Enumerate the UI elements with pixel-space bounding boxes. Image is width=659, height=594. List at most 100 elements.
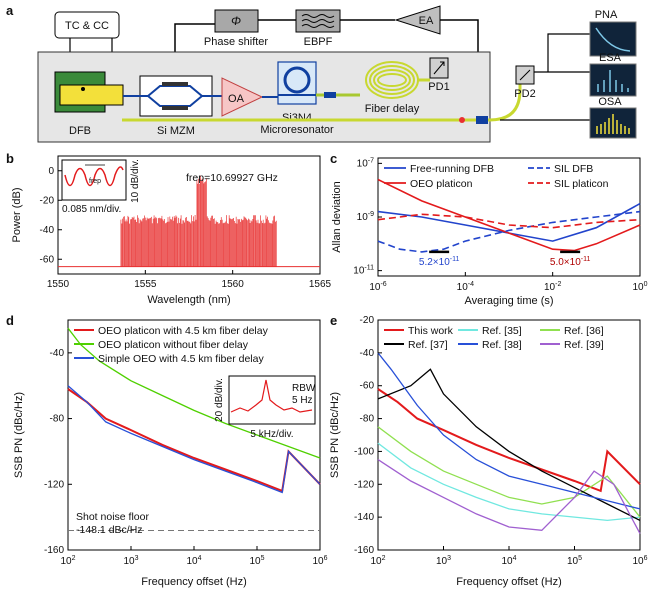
d-inset-rbw-1: RBW [292, 383, 316, 394]
b-xlabel: Wavelength (nm) [147, 294, 230, 306]
e-xtick-label: 106 [632, 555, 647, 567]
b-ytick-label: 0 [48, 166, 54, 177]
panel-label-c: c [330, 151, 337, 166]
panel-e: e 102 103 104 105 106-20-40-60-80-100-120-14… [329, 313, 648, 588]
ea-label: EA [419, 15, 434, 27]
c-xtick-label: 10-4 [457, 281, 474, 293]
d-floor-label-2: -148.1 dBc/Hz [76, 524, 143, 536]
splitter-point [459, 117, 465, 123]
c-marker-label: 5.0×10-11 [550, 256, 591, 268]
esa-label: ESA [599, 52, 622, 64]
d-xlabel: Frequency offset (Hz) [141, 576, 247, 588]
panel-d: d 102 103 104 105 106 -40 -80 -120 -160 Shot noi… [6, 313, 328, 588]
c-ytick-label: 10-9 [357, 211, 374, 223]
c-markers: 5.2×10-11 5.0×10-11 [419, 252, 591, 268]
d-inset-xlabel: 5 kHz/div. [250, 429, 293, 440]
pna-label: PNA [595, 9, 618, 21]
e-legend-label: This work [408, 325, 454, 337]
figure: a TC & CC Φ Phase shifter EBPF EA DFB [0, 0, 659, 594]
d-xtick-label: 102 [60, 555, 75, 567]
c-xtick-label: 10-2 [544, 281, 561, 293]
e-ytick-label: -160 [354, 545, 374, 556]
b-ylabel: Power (dB) [11, 187, 23, 242]
c-xlabel: Averaging time (s) [464, 295, 553, 307]
oa-label: OA [228, 93, 245, 105]
d-inset-ylabel: 20 dB/div. [214, 378, 225, 422]
c-marker-label: 5.2×10-11 [419, 256, 460, 268]
dfb-bond-point [81, 87, 85, 91]
c-legend: Free-running DFB OEO platicon SIL DFB SIL p… [384, 163, 609, 190]
e-ytick-label: -140 [354, 512, 374, 523]
e-xtick-label: 105 [567, 555, 582, 567]
b-inset-marker: frep [89, 178, 101, 185]
b-xtick-label: 1550 [47, 279, 70, 290]
e-xtick-label: 103 [436, 555, 451, 567]
phase-shifter-symbol: Φ [231, 14, 241, 28]
fiber-connector [324, 92, 336, 98]
output-connector [476, 116, 488, 124]
e-ytick-label: -20 [360, 315, 375, 326]
e-xtick-label: 104 [501, 555, 516, 567]
c-ylabel: Allan deviation [331, 181, 343, 253]
e-legend-label: Ref. [35] [482, 325, 522, 337]
d-xtick-label: 106 [312, 555, 327, 567]
panel-b: b 1550 1555 1560 1565 0 -20 -40 -60 Wavelength … [6, 151, 332, 306]
b-ytick-label: -40 [40, 225, 55, 236]
e-axes: 102 103 104 105 106 -20 -40 -60 -80 -100 -120 -140 -… [354, 315, 648, 567]
d-xtick-label: 103 [123, 555, 138, 567]
d-legend-label: OEO platicon without fiber delay [98, 339, 249, 351]
phase-shifter-label: Phase shifter [204, 36, 269, 48]
b-inset-xlabel: 0.085 nm/div. [62, 204, 121, 215]
panel-a: a TC & CC Φ Phase shifter EBPF EA DFB [6, 3, 636, 142]
esa-screen [590, 64, 636, 96]
dfb-label: DFB [69, 125, 91, 137]
c-legend-label: Free-running DFB [410, 163, 494, 175]
pd1-label: PD1 [428, 81, 449, 93]
d-legend: OEO platicon with 4.5 km fiber delay OEO … [74, 325, 269, 365]
instrument-wires [500, 34, 590, 120]
e-legend-label: Ref. [37] [408, 339, 448, 351]
e-series-2 [378, 427, 640, 517]
e-series [378, 353, 640, 534]
b-xtick-label: 1565 [309, 279, 332, 290]
c-xtick-label: 100 [632, 281, 647, 293]
e-legend: This work Ref. [35] Ref. [36] Ref. [37] Ref.… [384, 325, 604, 351]
d-xtick-label: 105 [249, 555, 264, 567]
panel-label-d: d [6, 313, 14, 328]
panel-label-b: b [6, 151, 14, 166]
d-inset-rbw-2: 5 Hz [292, 395, 313, 406]
e-ytick-label: -120 [354, 479, 374, 490]
c-series-2 [378, 212, 640, 252]
e-ytick-label: -100 [354, 446, 374, 457]
b-ytick-label: -60 [40, 254, 55, 265]
dfb-chip [60, 85, 123, 105]
d-xtick-label: 104 [186, 555, 201, 567]
e-ytick-label: -40 [360, 348, 375, 359]
d-ytick-label: -120 [44, 479, 64, 490]
d-ytick-label: -40 [50, 348, 65, 359]
ebpf-label: EBPF [304, 36, 333, 48]
e-ytick-label: -80 [360, 414, 375, 425]
d-legend-label: Simple OEO with 4.5 km fiber delay [98, 353, 264, 365]
c-legend-label: SIL platicon [554, 178, 609, 190]
e-legend-label: Ref. [39] [564, 339, 604, 351]
d-ylabel: SSB PN (dBc/Hz) [13, 392, 25, 478]
b-xtick-label: 1555 [134, 279, 157, 290]
fiber-delay-label: Fiber delay [365, 103, 420, 115]
d-ytick-label: -160 [44, 545, 64, 556]
e-ytick-label: -60 [360, 381, 375, 392]
e-legend-label: Ref. [38] [482, 339, 522, 351]
mzm-electrode-bottom [162, 106, 188, 110]
b-frep-annotation: frep=10.69927 GHz [186, 172, 278, 184]
d-legend-label: OEO platicon with 4.5 km fiber delay [98, 325, 269, 337]
b-ytick-label: -20 [40, 195, 55, 206]
b-xtick-label: 1560 [222, 279, 245, 290]
c-ytick-label: 10-11 [353, 265, 374, 277]
e-frame [378, 320, 640, 550]
d-ytick-label: -80 [50, 414, 65, 425]
e-legend-label: Ref. [36] [564, 325, 604, 337]
osa-label: OSA [598, 96, 622, 108]
c-ytick-label: 10-7 [357, 157, 374, 169]
c-xtick-label: 10-6 [369, 281, 386, 293]
c-series [378, 180, 640, 252]
